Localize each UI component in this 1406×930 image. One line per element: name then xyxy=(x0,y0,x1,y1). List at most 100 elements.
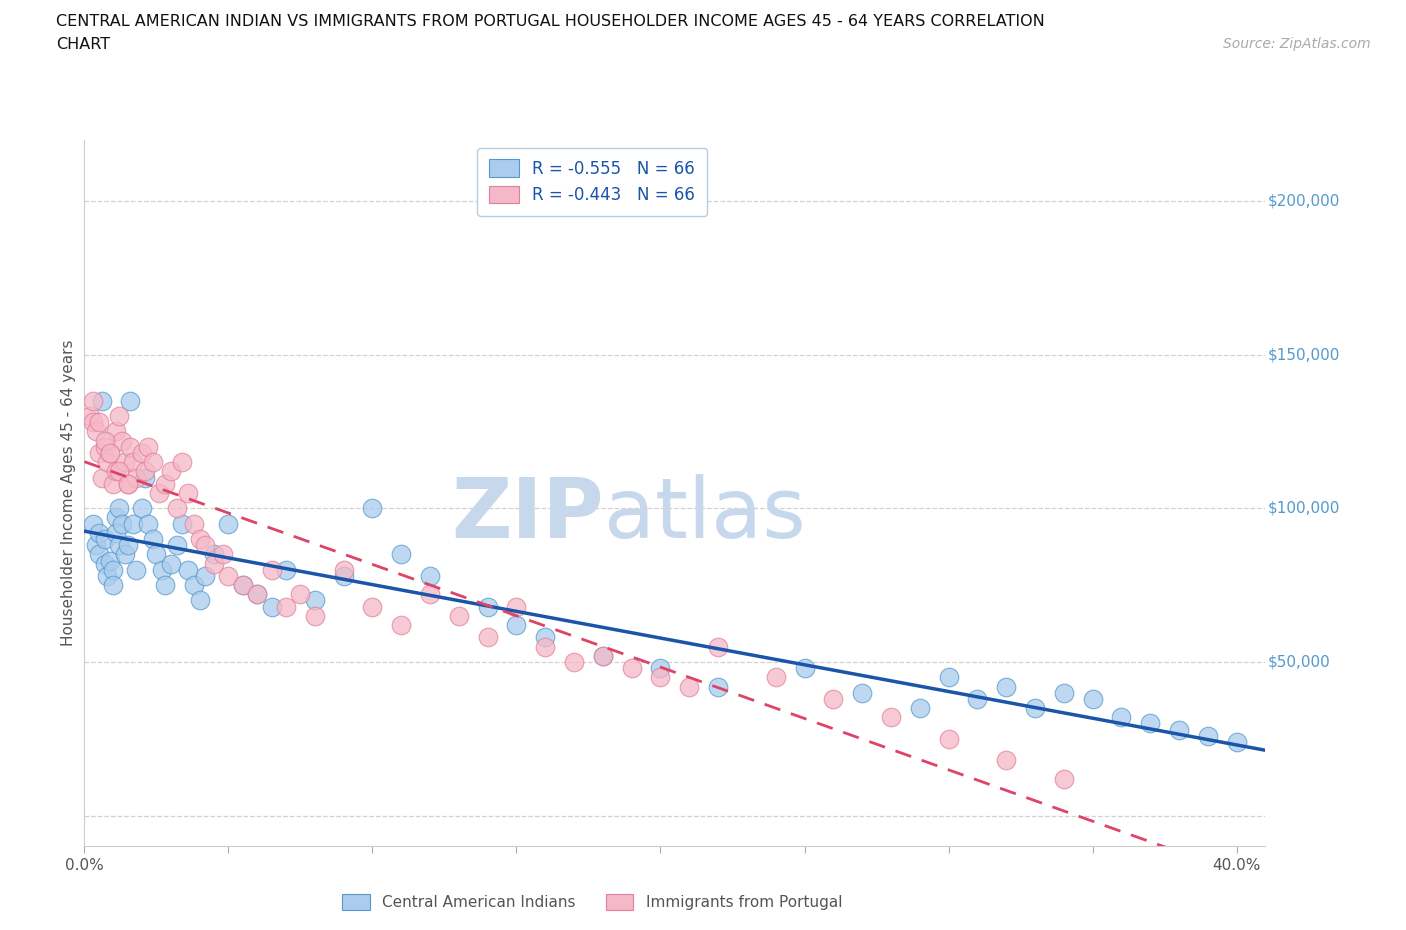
Point xyxy=(93,556,115,571)
Point xyxy=(232,578,254,592)
Point xyxy=(114,455,136,470)
Point xyxy=(105,424,128,439)
Point xyxy=(145,547,167,562)
Point xyxy=(202,556,225,571)
Point xyxy=(148,485,170,500)
Point xyxy=(153,476,176,491)
Point xyxy=(188,593,211,608)
Point xyxy=(246,587,269,602)
Point xyxy=(419,568,441,583)
Point xyxy=(108,464,131,479)
Point xyxy=(880,710,903,724)
Point xyxy=(995,679,1018,694)
Point xyxy=(194,568,217,583)
Point xyxy=(1081,691,1104,706)
Point xyxy=(125,563,148,578)
Point xyxy=(304,608,326,623)
Point xyxy=(134,464,156,479)
Point xyxy=(87,415,110,430)
Point xyxy=(82,415,104,430)
Point xyxy=(153,578,176,592)
Point xyxy=(217,568,239,583)
Point xyxy=(131,445,153,460)
Point xyxy=(650,660,672,675)
Point xyxy=(117,538,139,552)
Text: $100,000: $100,000 xyxy=(1268,500,1340,516)
Point xyxy=(389,618,412,632)
Point xyxy=(166,501,188,516)
Point xyxy=(966,691,988,706)
Text: CENTRAL AMERICAN INDIAN VS IMMIGRANTS FROM PORTUGAL HOUSEHOLDER INCOME AGES 45 -: CENTRAL AMERICAN INDIAN VS IMMIGRANTS FR… xyxy=(56,14,1045,29)
Point xyxy=(823,691,845,706)
Point xyxy=(765,670,787,684)
Point xyxy=(117,476,139,491)
Point xyxy=(1053,685,1076,700)
Point xyxy=(793,660,815,675)
Text: Source: ZipAtlas.com: Source: ZipAtlas.com xyxy=(1223,37,1371,51)
Point xyxy=(142,455,165,470)
Point xyxy=(188,532,211,547)
Point xyxy=(304,593,326,608)
Point xyxy=(851,685,873,700)
Point xyxy=(98,445,121,460)
Point xyxy=(93,439,115,454)
Point xyxy=(101,563,124,578)
Point xyxy=(136,439,159,454)
Point xyxy=(93,433,115,448)
Point xyxy=(650,670,672,684)
Point xyxy=(142,532,165,547)
Point xyxy=(90,393,112,408)
Point xyxy=(217,516,239,531)
Point xyxy=(534,639,557,654)
Point xyxy=(120,393,142,408)
Point xyxy=(477,630,499,644)
Point xyxy=(995,752,1018,767)
Point xyxy=(389,547,412,562)
Point xyxy=(505,618,527,632)
Point xyxy=(131,501,153,516)
Point xyxy=(332,563,354,578)
Point xyxy=(274,563,297,578)
Point xyxy=(98,445,121,460)
Point xyxy=(111,433,134,448)
Point xyxy=(562,655,585,670)
Point xyxy=(707,679,730,694)
Point xyxy=(246,587,269,602)
Point xyxy=(82,393,104,408)
Point xyxy=(678,679,700,694)
Point xyxy=(84,424,107,439)
Point xyxy=(105,464,128,479)
Point xyxy=(194,538,217,552)
Point xyxy=(1197,728,1219,743)
Point xyxy=(87,445,110,460)
Text: $150,000: $150,000 xyxy=(1268,347,1340,362)
Point xyxy=(111,516,134,531)
Point xyxy=(1226,735,1249,750)
Point xyxy=(108,408,131,423)
Point xyxy=(1024,700,1046,715)
Point xyxy=(98,553,121,568)
Point xyxy=(114,547,136,562)
Point xyxy=(290,587,312,602)
Point xyxy=(361,501,384,516)
Point xyxy=(707,639,730,654)
Y-axis label: Householder Income Ages 45 - 64 years: Householder Income Ages 45 - 64 years xyxy=(60,339,76,646)
Point xyxy=(1053,771,1076,786)
Point xyxy=(183,578,205,592)
Point xyxy=(447,608,470,623)
Point xyxy=(938,731,960,746)
Point xyxy=(274,599,297,614)
Point xyxy=(183,516,205,531)
Point xyxy=(908,700,931,715)
Text: $50,000: $50,000 xyxy=(1268,655,1330,670)
Point xyxy=(1111,710,1133,724)
Point xyxy=(134,470,156,485)
Point xyxy=(105,525,128,540)
Point xyxy=(84,538,107,552)
Point xyxy=(592,648,614,663)
Point xyxy=(938,670,960,684)
Point xyxy=(202,547,225,562)
Point xyxy=(477,599,499,614)
Point xyxy=(177,485,200,500)
Text: $200,000: $200,000 xyxy=(1268,193,1340,208)
